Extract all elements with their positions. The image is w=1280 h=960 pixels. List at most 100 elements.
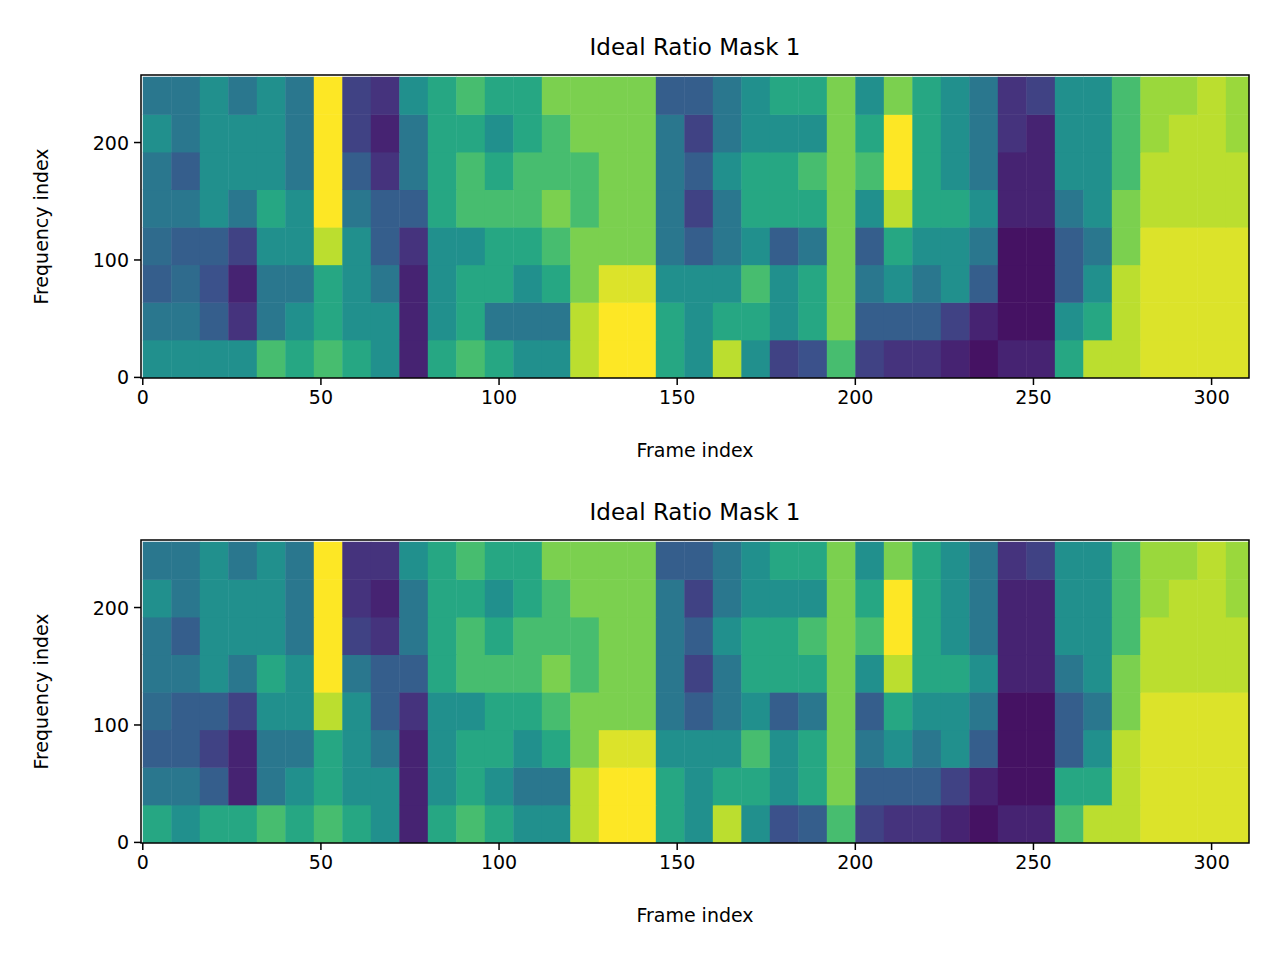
cell [428, 655, 457, 693]
cell [599, 579, 628, 617]
cell [542, 542, 571, 580]
cell [998, 340, 1027, 378]
cell [1169, 227, 1198, 265]
cell [485, 730, 514, 768]
cell [599, 302, 628, 340]
cell [998, 730, 1027, 768]
cell [1169, 77, 1198, 115]
cell [1140, 340, 1169, 378]
cell [1197, 730, 1226, 768]
cell [1083, 579, 1112, 617]
cell [200, 655, 229, 693]
cell [342, 114, 371, 152]
cell [770, 227, 799, 265]
cell [884, 805, 913, 843]
x-tick [320, 843, 322, 850]
cell [485, 692, 514, 730]
x-tick [1211, 378, 1213, 385]
cell [969, 730, 998, 768]
cell [228, 767, 257, 805]
cell [314, 767, 343, 805]
cell [599, 114, 628, 152]
cell [171, 265, 200, 303]
cell [570, 730, 599, 768]
x-tick [320, 378, 322, 385]
cell [1055, 730, 1084, 768]
cell [1169, 805, 1198, 843]
cell [228, 190, 257, 228]
cell [371, 730, 400, 768]
cell [1083, 542, 1112, 580]
cell [684, 617, 713, 655]
cell [998, 767, 1027, 805]
cell [627, 767, 656, 805]
cell [342, 805, 371, 843]
cell [1140, 692, 1169, 730]
cell [257, 265, 286, 303]
cell [513, 77, 542, 115]
cell [770, 114, 799, 152]
cell [456, 190, 485, 228]
cell [884, 730, 913, 768]
cell [998, 579, 1027, 617]
cell [285, 805, 314, 843]
cell [912, 692, 941, 730]
cell [1055, 227, 1084, 265]
cell [741, 77, 770, 115]
y-tick [134, 259, 141, 261]
cell [570, 692, 599, 730]
cell [969, 767, 998, 805]
cell [941, 227, 970, 265]
cell [684, 767, 713, 805]
cell [855, 655, 884, 693]
cell [285, 77, 314, 115]
cell [855, 579, 884, 617]
cell [884, 265, 913, 303]
cell [1026, 114, 1055, 152]
cell [912, 77, 941, 115]
cell [599, 767, 628, 805]
cell [969, 227, 998, 265]
cell [827, 692, 856, 730]
cell [342, 227, 371, 265]
cell [770, 579, 799, 617]
cell [770, 190, 799, 228]
cell [314, 340, 343, 378]
cell [513, 542, 542, 580]
x-tick [1033, 378, 1035, 385]
cell [171, 114, 200, 152]
cell [171, 805, 200, 843]
cell [542, 265, 571, 303]
cell [713, 152, 742, 190]
cell [1026, 692, 1055, 730]
cell [285, 542, 314, 580]
cell [143, 767, 172, 805]
cell [285, 227, 314, 265]
cell [399, 77, 428, 115]
cell [969, 579, 998, 617]
cell [371, 227, 400, 265]
cell [1112, 227, 1141, 265]
cell [428, 114, 457, 152]
cell [1055, 152, 1084, 190]
cell [798, 692, 827, 730]
cell [1140, 805, 1169, 843]
cell [200, 767, 229, 805]
cell [257, 692, 286, 730]
cell [285, 767, 314, 805]
cell [1083, 265, 1112, 303]
cell [656, 767, 685, 805]
cell [456, 302, 485, 340]
cell [912, 227, 941, 265]
cell [257, 227, 286, 265]
cell [1083, 227, 1112, 265]
cell [228, 655, 257, 693]
cell [257, 152, 286, 190]
cell [599, 190, 628, 228]
cell [485, 77, 514, 115]
cell [798, 542, 827, 580]
cell [1055, 767, 1084, 805]
cell [513, 655, 542, 693]
cell [827, 340, 856, 378]
cell [1226, 114, 1249, 152]
